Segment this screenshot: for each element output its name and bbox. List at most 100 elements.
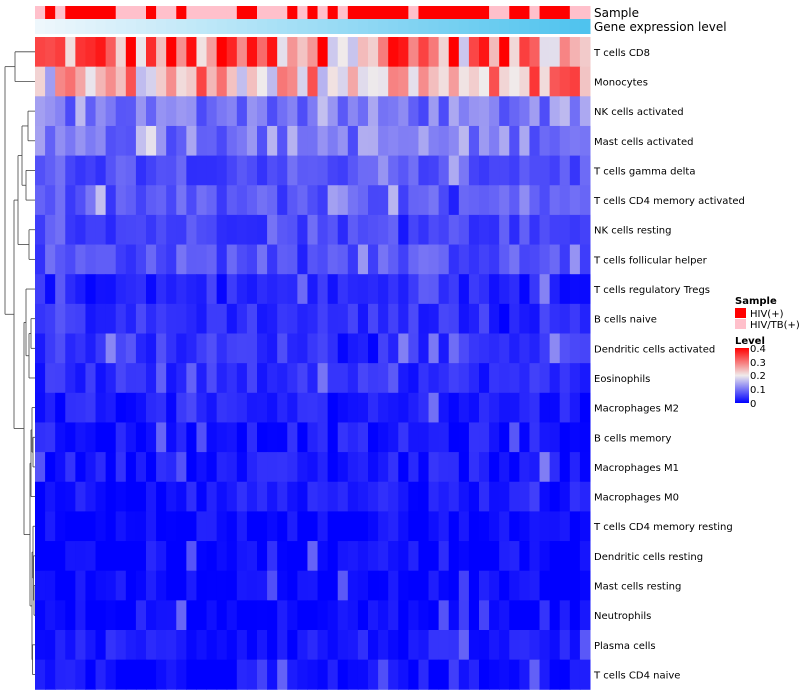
heatmap-cell [166, 481, 177, 512]
row-label: B cells memory [594, 433, 671, 444]
heatmap-cell [95, 541, 107, 572]
heatmap-cell [347, 303, 359, 334]
sample-cell [115, 6, 127, 19]
heatmap-cell [125, 125, 137, 157]
heatmap-cell [539, 244, 551, 275]
heatmap-cell [257, 274, 268, 305]
sample-cell [287, 6, 298, 19]
heatmap-cell [216, 37, 228, 68]
heatmap-cell [529, 244, 541, 275]
heatmap-cell [55, 511, 66, 542]
heatmap-cell [479, 274, 490, 305]
heatmap-cell [125, 303, 137, 334]
heatmap-cell [529, 66, 541, 97]
heatmap-cell [458, 363, 470, 394]
heatmap-cell [45, 214, 56, 246]
heatmap-cell [468, 185, 480, 216]
heatmap-cell [458, 570, 470, 601]
heatmap-cell [368, 274, 379, 305]
heatmap-cell [156, 333, 167, 364]
heatmap-cell [156, 600, 167, 631]
heatmap-cell [327, 96, 339, 127]
heatmap-cell [388, 570, 399, 601]
heatmap-cell [317, 244, 329, 275]
legend-tick-0.2: 0.2 [750, 371, 766, 382]
heatmap-cell [226, 185, 238, 216]
heatmap-cell [489, 185, 500, 216]
heatmap-cell [226, 363, 238, 394]
heatmap-cell [357, 481, 369, 512]
heatmap-cell [186, 541, 197, 572]
heatmap-cell [176, 214, 187, 246]
heatmap-cell [105, 125, 117, 157]
heatmap-cell [277, 333, 288, 364]
expression-cell [135, 19, 147, 34]
heatmap-cell [135, 185, 147, 216]
heatmap-cell [559, 422, 571, 453]
heatmap-cell [196, 511, 208, 542]
heatmap-cell [45, 659, 56, 690]
heatmap-cell [438, 630, 450, 661]
heatmap-cell [307, 422, 319, 453]
heatmap-cell [246, 155, 258, 186]
heatmap-cell [196, 363, 208, 394]
heatmap-cell [277, 37, 288, 68]
heatmap-cell [347, 541, 359, 572]
heatmap-cell [55, 37, 66, 68]
heatmap-cell [75, 333, 86, 364]
heatmap-cell [347, 363, 359, 394]
sample-cell [45, 6, 56, 19]
heatmap-cell [388, 125, 399, 157]
heatmap-cell [458, 630, 470, 661]
heatmap-cell [216, 214, 228, 246]
heatmap-cell [408, 274, 419, 305]
heatmap-cell [539, 422, 551, 453]
heatmap-cell [226, 155, 238, 186]
heatmap-cell [428, 392, 440, 423]
heatmap-cell [458, 274, 470, 305]
heatmap-cell [166, 452, 177, 483]
heatmap-cell [357, 630, 369, 661]
heatmap-cell [105, 155, 117, 186]
heatmap-cell [368, 125, 379, 157]
sample-cell [105, 6, 117, 19]
heatmap-cell [216, 659, 228, 690]
heatmap-cell [428, 363, 440, 394]
heatmap-cell [65, 630, 76, 661]
heatmap-cell [539, 66, 551, 97]
heatmap-cell [479, 37, 490, 68]
heatmap-cell [398, 244, 409, 275]
heatmap-cell [519, 481, 530, 512]
heatmap-cell [489, 541, 500, 572]
expression-cell [408, 19, 419, 34]
heatmap-cell [509, 125, 520, 157]
heatmap-cell [75, 570, 86, 601]
heatmap-cell [135, 214, 147, 246]
heatmap-cell [398, 333, 409, 364]
heatmap-cell [559, 125, 571, 157]
heatmap-cell [85, 244, 97, 275]
heatmap-cell [509, 630, 520, 661]
heatmap-cell [176, 363, 187, 394]
heatmap-cell [579, 185, 591, 216]
heatmap-cell [206, 244, 218, 275]
heatmap-cell [115, 363, 127, 394]
sample-cell [267, 6, 278, 19]
heatmap-cell [236, 541, 248, 572]
heatmap-cell [559, 333, 571, 364]
heatmap-cell [337, 422, 349, 453]
heatmap-cell [529, 392, 541, 423]
heatmap-cell [448, 630, 460, 661]
heatmap-cell [438, 659, 450, 690]
heatmap-cell [479, 155, 490, 186]
heatmap-cell [428, 274, 440, 305]
heatmap-cells [35, 37, 591, 690]
heatmap-cell [176, 481, 187, 512]
heatmap-cell [156, 96, 167, 127]
heatmap-cell [45, 185, 56, 216]
heatmap-cell [448, 333, 460, 364]
heatmap-cell [95, 481, 107, 512]
heatmap-cell [206, 37, 218, 68]
heatmap-cell [458, 452, 470, 483]
heatmap-cell [418, 452, 430, 483]
